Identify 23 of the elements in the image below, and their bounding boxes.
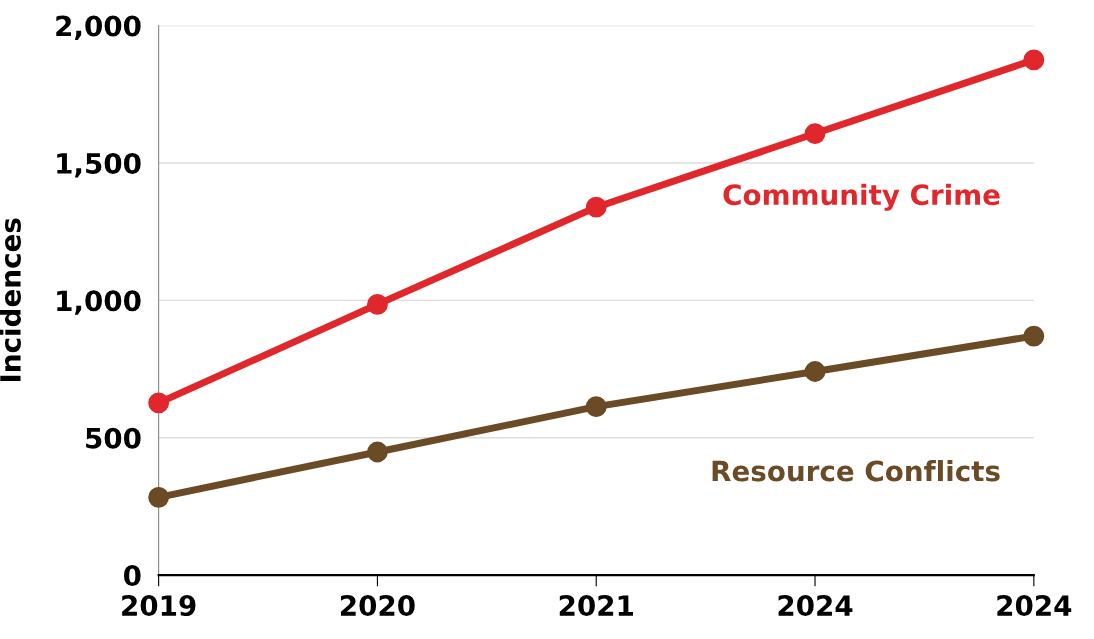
- x-tick-label: 2024: [778, 595, 853, 617]
- point: [1023, 49, 1045, 71]
- x-tick-label: 2020: [340, 595, 415, 617]
- y-axis-title: Incidences: [0, 218, 21, 381]
- x-tick-label: 2019: [122, 595, 196, 617]
- y-tick-label: 500: [86, 427, 141, 449]
- text: Resource Conflicts: [712, 459, 1000, 482]
- x-tick-label: 2021: [559, 595, 633, 617]
- point: [367, 294, 388, 315]
- point: [367, 441, 388, 463]
- y-tick-label: 0: [123, 565, 141, 587]
- point: [148, 486, 170, 508]
- point: [148, 392, 170, 414]
- series-label: Community Crime: [723, 183, 1000, 211]
- y-tick-label: 1,000: [57, 290, 141, 315]
- y-tick-label: 2,000: [56, 15, 141, 41]
- point: [1023, 325, 1045, 347]
- point: [804, 123, 826, 144]
- point: [804, 361, 826, 382]
- y-tick-label: 1,500: [57, 152, 141, 178]
- point: [585, 196, 607, 218]
- point: [585, 396, 607, 418]
- x-tick-label: 2024: [997, 595, 1072, 617]
